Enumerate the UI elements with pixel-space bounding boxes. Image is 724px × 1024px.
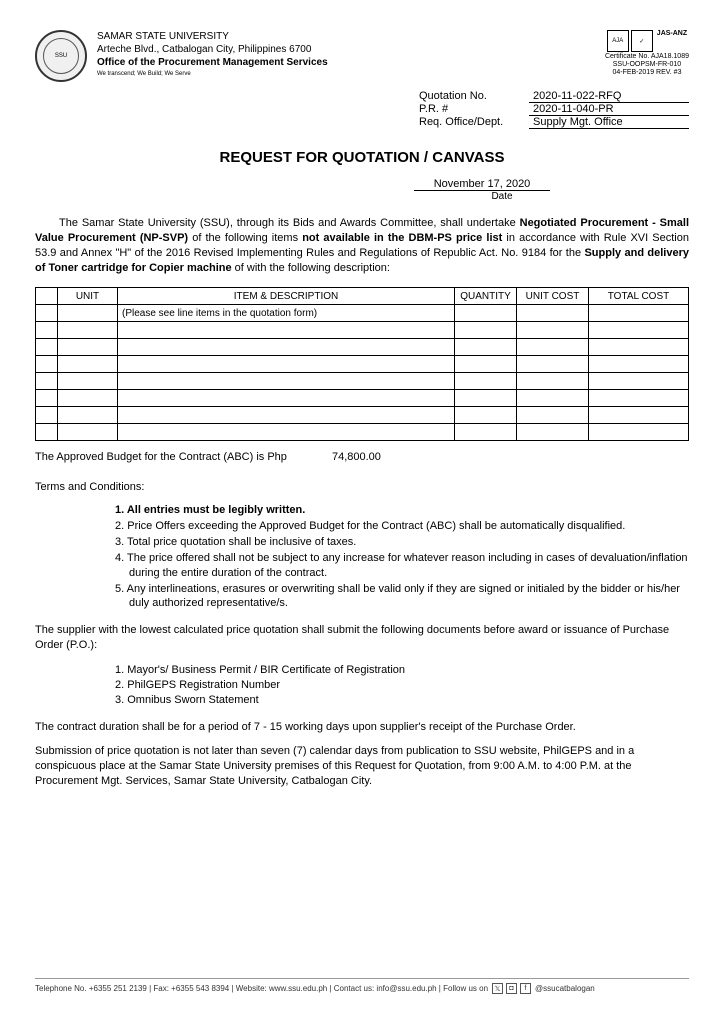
quotation-no-row: Quotation No. 2020-11-022-RFQ <box>419 90 689 103</box>
intro-t1: The Samar State University (SSU), throug… <box>59 217 520 229</box>
page-title: REQUEST FOR QUOTATION / CANVASS <box>35 149 689 166</box>
doc-item: 2. PhilGEPS Registration Number <box>115 678 689 693</box>
items-table: UNIT ITEM & DESCRIPTION QUANTITY UNIT CO… <box>35 287 689 441</box>
table-row <box>36 373 689 390</box>
terms-list: 1. All entries must be legibly written.2… <box>115 503 689 611</box>
quotation-no-value: 2020-11-022-RFQ <box>529 90 689 103</box>
instagram-icon: ◘ <box>506 983 517 994</box>
quotation-no-label: Quotation No. <box>419 90 529 103</box>
term-item: 3. Total price quotation shall be inclus… <box>115 535 689 550</box>
col-unit-cost: UNIT COST <box>517 288 589 305</box>
docs-list: 1. Mayor's/ Business Permit / BIR Certif… <box>115 663 689 708</box>
date-block: November 17, 2020 Date <box>35 178 689 202</box>
pr-row: P.R. # 2020-11-040-PR <box>419 103 689 116</box>
table-row <box>36 356 689 373</box>
abc-amount: 74,800.00 <box>332 451 381 463</box>
abc-line: The Approved Budget for the Contract (AB… <box>35 451 689 463</box>
col-unit: UNIT <box>58 288 118 305</box>
table-row <box>36 339 689 356</box>
office-name: Office of the Procurement Management Ser… <box>97 56 328 69</box>
university-info: SAMAR STATE UNIVERSITY Arteche Blvd., Ca… <box>97 30 328 79</box>
term-item: 2. Price Offers exceeding the Approved B… <box>115 519 689 534</box>
term-item: 1. All entries must be legibly written. <box>115 503 689 518</box>
col-unit-blank <box>36 288 58 305</box>
table-row <box>36 407 689 424</box>
terms-heading: Terms and Conditions: <box>35 481 689 493</box>
date-value: November 17, 2020 <box>414 178 551 191</box>
quotation-block: Quotation No. 2020-11-022-RFQ P.R. # 202… <box>419 90 689 129</box>
seal-inner: SSU <box>43 38 79 74</box>
header-right: AJA ✓ JAS-ANZ Certificate No. AJA18.1089… <box>605 30 689 76</box>
table-row <box>36 390 689 407</box>
table-row <box>36 322 689 339</box>
intro-paragraph: The Samar State University (SSU), throug… <box>35 216 689 275</box>
footer: Telephone No. +6355 251 2139 | Fax: +635… <box>35 978 689 994</box>
dept-value: Supply Mgt. Office <box>529 116 689 129</box>
dept-label: Req. Office/Dept. <box>419 116 529 129</box>
university-seal: SSU <box>35 30 87 82</box>
date-label: Date <box>315 191 689 202</box>
doc-item: 1. Mayor's/ Business Permit / BIR Certif… <box>115 663 689 678</box>
doc-item: 3. Omnibus Sworn Statement <box>115 693 689 708</box>
aja-logo: AJA <box>607 30 629 52</box>
col-qty: QUANTITY <box>455 288 517 305</box>
supplier-paragraph: The supplier with the lowest calculated … <box>35 623 689 653</box>
dept-row: Req. Office/Dept. Supply Mgt. Office <box>419 116 689 129</box>
jas-anz-logo: ✓ <box>631 30 653 52</box>
intro-t4: of with the following description: <box>232 262 390 274</box>
pr-label: P.R. # <box>419 103 529 116</box>
pr-value: 2020-11-040-PR <box>529 103 689 116</box>
university-name: SAMAR STATE UNIVERSITY <box>97 30 328 43</box>
table-row <box>36 424 689 441</box>
university-address: Arteche Blvd., Catbalogan City, Philippi… <box>97 43 328 56</box>
jas-anz-label: JAS-ANZ <box>657 30 687 37</box>
duration-paragraph: The contract duration shall be for a per… <box>35 720 689 735</box>
intro-t2: of the following items <box>188 232 302 244</box>
table-header-row: UNIT ITEM & DESCRIPTION QUANTITY UNIT CO… <box>36 288 689 305</box>
doc-code: SSU-OOPSM-FR-010 <box>605 61 689 68</box>
submission-paragraph: Submission of price quotation is not lat… <box>35 744 689 789</box>
header: SSU SAMAR STATE UNIVERSITY Arteche Blvd.… <box>35 30 689 82</box>
doc-rev: 04-FEB-2019 REV. #3 <box>605 69 689 76</box>
intro-b2: not available in the DBM-PS price list <box>302 232 502 244</box>
twitter-icon: 𝕏 <box>492 983 503 994</box>
facebook-icon: f <box>520 983 531 994</box>
certificate-no: Certificate No. AJA18.1089 <box>605 53 689 60</box>
abc-label: The Approved Budget for the Contract (AB… <box>35 451 287 463</box>
university-tagline: We transcend; We Build; We Serve <box>97 71 328 79</box>
header-left: SSU SAMAR STATE UNIVERSITY Arteche Blvd.… <box>35 30 328 82</box>
table-row: (Please see line items in the quotation … <box>36 305 689 322</box>
term-item: 4. The price offered shall not be subjec… <box>115 551 689 581</box>
col-desc: ITEM & DESCRIPTION <box>118 288 455 305</box>
footer-contact: Telephone No. +6355 251 2139 | Fax: +635… <box>35 984 488 993</box>
footer-handle: @ssucatbalogan <box>535 984 595 993</box>
social-icons: 𝕏 ◘ f <box>492 983 531 994</box>
term-item: 5. Any interlineations, erasures or over… <box>115 582 689 612</box>
col-total-cost: TOTAL COST <box>589 288 689 305</box>
